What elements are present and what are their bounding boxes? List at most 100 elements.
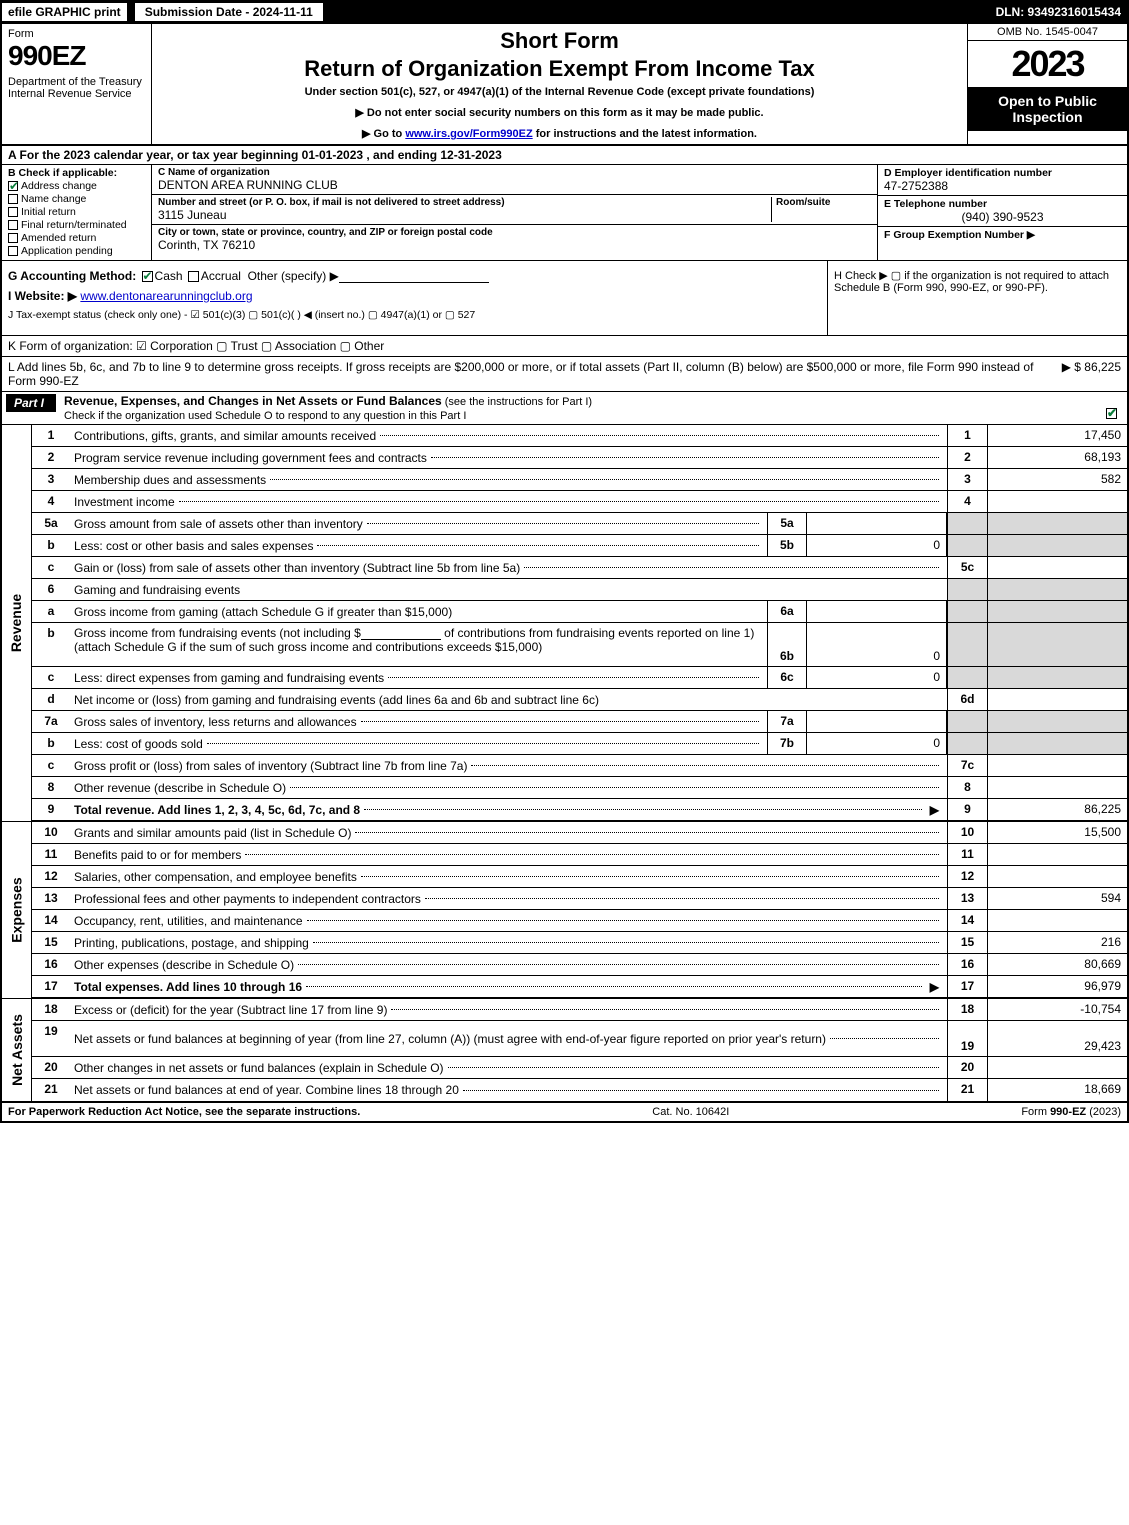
chk-cash[interactable] (142, 271, 153, 282)
netassets-lines: 18Excess or (deficit) for the year (Subt… (32, 999, 1127, 1101)
ln21-desc: Net assets or fund balances at end of ye… (74, 1083, 459, 1097)
netassets-grid: Net Assets 18Excess or (deficit) for the… (0, 998, 1129, 1102)
ln1-num: 1 (32, 425, 70, 446)
col-c-org-info: C Name of organization DENTON AREA RUNNI… (152, 165, 877, 260)
ln20-rt: 20 (947, 1057, 987, 1078)
chk-schedule-o[interactable] (1106, 408, 1117, 419)
ln5b-midval: 0 (807, 535, 947, 556)
ln6-num: 6 (32, 579, 70, 600)
subtitle-under: Under section 501(c), 527, or 4947(a)(1)… (160, 86, 959, 98)
ln7b-rt-shade (947, 733, 987, 754)
chk-accrual[interactable] (188, 271, 199, 282)
part-i-header: Part I Revenue, Expenses, and Changes in… (0, 392, 1129, 425)
ln14-desc: Occupancy, rent, utilities, and maintena… (74, 914, 303, 928)
goto-line: ▶ Go to www.irs.gov/Form990EZ for instru… (160, 127, 959, 140)
ln9-num: 9 (32, 799, 70, 820)
open-to-public: Open to Public Inspection (968, 87, 1127, 131)
ln5a-desc: Gross amount from sale of assets other t… (74, 517, 363, 531)
org-name-val: DENTON AREA RUNNING CLUB (158, 178, 871, 192)
ln8-desc: Other revenue (describe in Schedule O) (74, 781, 286, 795)
ln17-val: 96,979 (987, 976, 1127, 997)
ln21-num: 21 (32, 1079, 70, 1101)
ln21-rt: 21 (947, 1079, 987, 1101)
row-l-amount: ▶ $ 86,225 (1062, 360, 1121, 388)
ln20-num: 20 (32, 1057, 70, 1078)
ln6a-num: a (32, 601, 70, 622)
dln: DLN: 93492316015434 (996, 5, 1129, 19)
ln5c-val (987, 557, 1127, 578)
ln7c-rt: 7c (947, 755, 987, 776)
ln5b-val-shade (987, 535, 1127, 556)
goto-link[interactable]: www.irs.gov/Form990EZ (405, 128, 532, 140)
ln19-desc: Net assets or fund balances at beginning… (74, 1032, 826, 1046)
ln11-rt: 11 (947, 844, 987, 865)
ln17-num: 17 (32, 976, 70, 997)
tel-hdr: E Telephone number (884, 198, 1121, 210)
chk-name-change[interactable] (8, 194, 18, 204)
ln5a-num: 5a (32, 513, 70, 534)
header-left: Form 990EZ Department of the Treasury In… (2, 24, 152, 144)
header-right: OMB No. 1545-0047 2023 Open to Public In… (967, 24, 1127, 144)
ln5a-val-shade (987, 513, 1127, 534)
chk-address-change[interactable] (8, 181, 18, 191)
ln12-desc: Salaries, other compensation, and employ… (74, 870, 357, 884)
col-b-checkboxes: B Check if applicable: Address change Na… (2, 165, 152, 260)
footer-right-pre: Form (1021, 1106, 1050, 1118)
ln11-desc: Benefits paid to or for members (74, 848, 241, 862)
ln6d-desc: Net income or (loss) from gaming and fun… (74, 693, 599, 707)
footer-right-post: (2023) (1086, 1106, 1121, 1118)
header-center: Short Form Return of Organization Exempt… (152, 24, 967, 144)
ln6b-fill (361, 626, 441, 640)
ln7b-mid: 7b (767, 733, 807, 754)
submission-date: Submission Date - 2024-11-11 (133, 1, 325, 23)
lbl-other: Other (specify) ▶ (248, 269, 339, 283)
ln5a-mid: 5a (767, 513, 807, 534)
form-number: 990EZ (8, 40, 145, 72)
ln7b-desc: Less: cost of goods sold (74, 737, 203, 751)
ln10-rt: 10 (947, 822, 987, 843)
ln6c-rt-shade (947, 667, 987, 688)
ln2-val: 68,193 (987, 447, 1127, 468)
expenses-lines: 10Grants and similar amounts paid (list … (32, 822, 1127, 998)
part-i-sub: Check if the organization used Schedule … (64, 410, 466, 422)
form-header: Form 990EZ Department of the Treasury In… (0, 24, 1129, 146)
row-l-text: L Add lines 5b, 6c, and 7b to line 9 to … (8, 360, 1062, 388)
ln2-num: 2 (32, 447, 70, 468)
ln18-desc: Excess or (deficit) for the year (Subtra… (74, 1003, 387, 1017)
ln6d-num: d (32, 689, 70, 710)
lbl-final-return: Final return/terminated (21, 219, 127, 231)
ln5b-num: b (32, 535, 70, 556)
side-expenses: Expenses (2, 822, 32, 998)
ln8-rt: 8 (947, 777, 987, 798)
website-link[interactable]: www.dentonarearunningclub.org (80, 289, 252, 303)
ln7b-val-shade (987, 733, 1127, 754)
ln6b-desc-pre: Gross income from fundraising events (no… (74, 626, 361, 640)
chk-application-pending[interactable] (8, 246, 18, 256)
ln13-num: 13 (32, 888, 70, 909)
department: Department of the Treasury Internal Reve… (8, 76, 145, 100)
title-short-form: Short Form (160, 28, 959, 54)
chk-amended-return[interactable] (8, 233, 18, 243)
efile-label[interactable]: efile GRAPHIC print (0, 1, 129, 23)
ln15-desc: Printing, publications, postage, and shi… (74, 936, 309, 950)
ln12-num: 12 (32, 866, 70, 887)
ln16-val: 80,669 (987, 954, 1127, 975)
chk-final-return[interactable] (8, 220, 18, 230)
chk-initial-return[interactable] (8, 207, 18, 217)
ln15-num: 15 (32, 932, 70, 953)
ln9-desc: Total revenue. Add lines 1, 2, 3, 4, 5c,… (74, 803, 360, 817)
ln6d-rt: 6d (947, 689, 987, 710)
ln11-num: 11 (32, 844, 70, 865)
part-i-note: (see the instructions for Part I) (442, 396, 592, 408)
ln16-num: 16 (32, 954, 70, 975)
omb-number: OMB No. 1545-0047 (968, 24, 1127, 41)
ln7a-midval (807, 711, 947, 732)
ln19-num: 19 (32, 1021, 70, 1056)
col-b-title: B Check if applicable: (8, 167, 117, 179)
ln5b-desc: Less: cost or other basis and sales expe… (74, 539, 313, 553)
ln18-val: -10,754 (987, 999, 1127, 1020)
side-expenses-text: Expenses (9, 877, 25, 942)
ln5c-rt: 5c (947, 557, 987, 578)
part-i-title-block: Revenue, Expenses, and Changes in Net As… (56, 392, 1127, 424)
ln7b-midval: 0 (807, 733, 947, 754)
